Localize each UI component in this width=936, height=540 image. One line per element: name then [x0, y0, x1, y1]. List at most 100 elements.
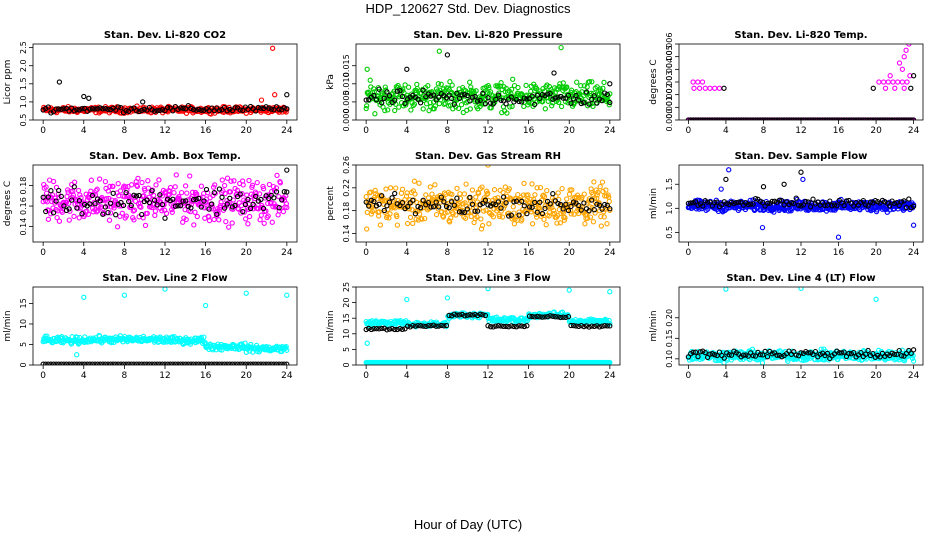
- data-point: [240, 361, 246, 365]
- data-point: [568, 322, 574, 329]
- data-point: [420, 87, 426, 93]
- data-point: [48, 211, 54, 217]
- data-point: [219, 194, 225, 200]
- data-point: [607, 206, 613, 212]
- data-point: [896, 117, 902, 120]
- data-point: [502, 203, 508, 209]
- data-point: [428, 204, 434, 210]
- data-point: [371, 86, 377, 92]
- data-point: [558, 103, 565, 110]
- data-point: [764, 354, 771, 360]
- y-tick-label: 1.0: [665, 202, 674, 215]
- data-point: [87, 361, 93, 365]
- data-point: [449, 95, 455, 102]
- data-point: [71, 361, 77, 365]
- data-point: [502, 184, 508, 190]
- data-point: [547, 313, 553, 319]
- data-point: [843, 198, 850, 204]
- data-point: [144, 210, 150, 217]
- data-point: [163, 210, 170, 217]
- data-point: [700, 117, 706, 120]
- panel-4: Stan. Dev. Amb. Box Temp.degrees C0 4 8 12 1…: [3, 151, 298, 258]
- data-point: [504, 110, 510, 116]
- data-point: [450, 211, 456, 217]
- data-point: [65, 189, 71, 195]
- data-point: [94, 186, 100, 192]
- data-point: [510, 204, 516, 210]
- data-point: [364, 340, 370, 346]
- data-point: [723, 287, 729, 292]
- data-point: [258, 97, 265, 103]
- data-point: [798, 350, 804, 356]
- data-point: [464, 206, 470, 212]
- data-point: [473, 88, 479, 94]
- data-point: [688, 117, 694, 120]
- data-point: [249, 182, 256, 188]
- data-point: [891, 351, 898, 357]
- data-point: [576, 97, 582, 103]
- data-point: [420, 197, 426, 203]
- data-point: [376, 326, 382, 332]
- data-point: [214, 361, 220, 365]
- data-point: [227, 361, 233, 365]
- data-point: [456, 95, 463, 102]
- data-point: [576, 323, 582, 330]
- x-tick-label: 24: [604, 248, 616, 258]
- data-point: [561, 217, 568, 223]
- data-point: [453, 212, 459, 218]
- data-point: [500, 323, 507, 330]
- data-point: [714, 117, 720, 120]
- data-point: [224, 175, 231, 181]
- data-point: [557, 314, 564, 321]
- data-point: [582, 221, 588, 227]
- data-point: [206, 206, 212, 212]
- x-tick-label: 8: [122, 248, 128, 258]
- x-tick-label: 16: [200, 126, 212, 136]
- data-point: [203, 361, 210, 365]
- data-points: [363, 165, 613, 232]
- data-point: [379, 193, 385, 199]
- data-point: [511, 323, 517, 330]
- data-point: [865, 203, 871, 209]
- data-point: [280, 208, 287, 215]
- data-point: [144, 361, 150, 365]
- data-point: [216, 186, 223, 192]
- data-point: [539, 210, 546, 217]
- data-point: [473, 194, 479, 200]
- y-tick-label: 5: [19, 342, 28, 347]
- data-point: [531, 196, 537, 203]
- data-point: [547, 90, 553, 97]
- data-point: [563, 314, 569, 321]
- data-point: [819, 117, 826, 120]
- data-point: [183, 198, 189, 204]
- data-point: [485, 287, 491, 292]
- data-point: [444, 319, 450, 325]
- data-point: [410, 197, 416, 203]
- data-point: [550, 191, 556, 197]
- data-point: [198, 107, 204, 113]
- data-point: [281, 105, 287, 111]
- data-point: [901, 54, 907, 60]
- x-tick-label: 4: [404, 248, 410, 258]
- data-point: [607, 91, 613, 97]
- data-point: [788, 117, 795, 120]
- x-tick-label: 0: [40, 248, 46, 258]
- data-point: [604, 323, 610, 329]
- data-point: [141, 106, 147, 112]
- data-point: [757, 117, 763, 120]
- data-point: [366, 325, 372, 332]
- data-point: [438, 322, 444, 329]
- x-tick-label: 16: [833, 371, 845, 381]
- data-point: [115, 361, 121, 365]
- data-point: [884, 117, 890, 120]
- data-point: [237, 191, 243, 197]
- data-point: [149, 107, 155, 113]
- data-point: [226, 224, 232, 230]
- data-point: [228, 178, 234, 184]
- data-point: [79, 211, 85, 217]
- data-point: [414, 85, 420, 92]
- data-point: [87, 106, 93, 112]
- data-point: [381, 325, 387, 331]
- data-point: [733, 117, 739, 120]
- data-point: [394, 326, 400, 333]
